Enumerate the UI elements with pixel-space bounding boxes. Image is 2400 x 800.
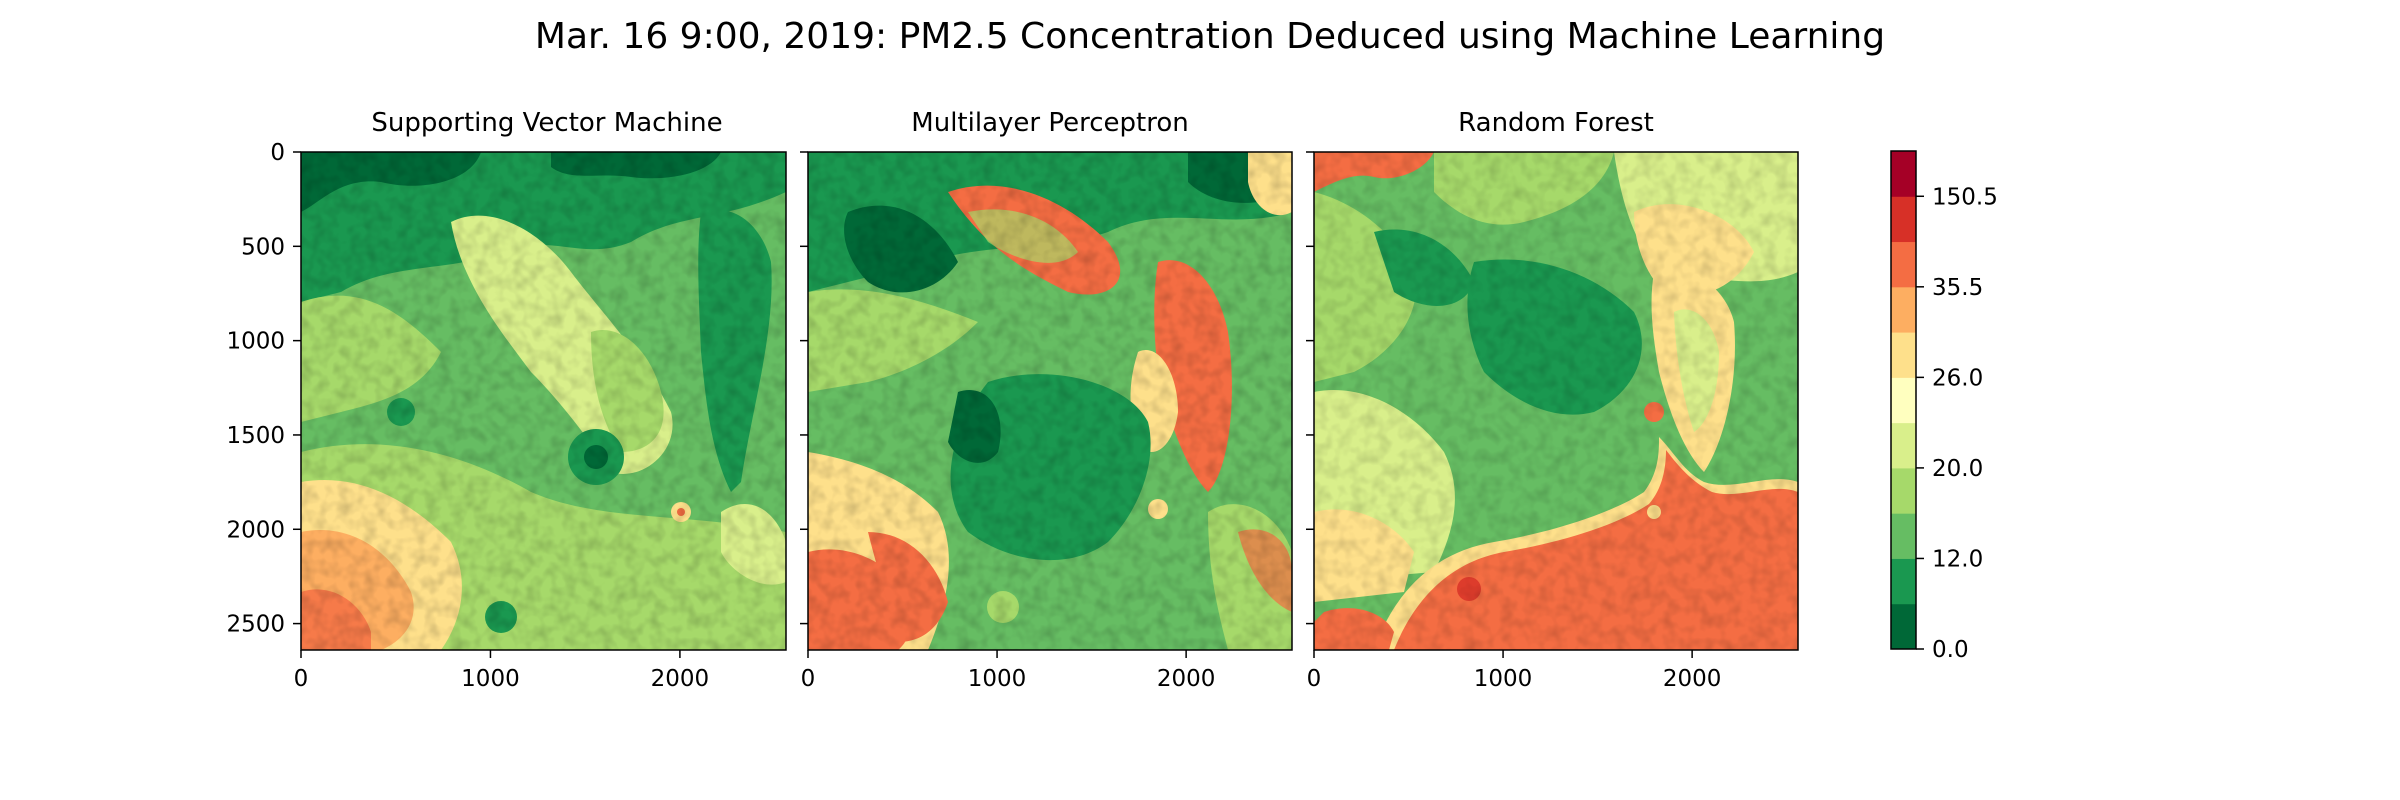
y-tick-label: 0 xyxy=(270,140,285,166)
colorbar-tick-label: 0.0 xyxy=(1932,637,1969,663)
colorbar-segment xyxy=(1891,196,1916,243)
x-tick-label: 1000 xyxy=(1474,666,1533,692)
y-tick-label: 2500 xyxy=(226,612,285,638)
colorbar-segment xyxy=(1891,513,1916,559)
axes-frame xyxy=(807,151,1293,651)
x-tick-label: 0 xyxy=(294,666,309,692)
heatmap-mlp xyxy=(808,152,1292,650)
axes-frame xyxy=(300,151,787,651)
colorbar-tick-label: 150.5 xyxy=(1932,184,1998,210)
y-tick-label: 500 xyxy=(241,234,285,260)
x-tick-label: 0 xyxy=(801,666,816,692)
y-tick-label: 1000 xyxy=(226,329,285,355)
x-tick-label: 1000 xyxy=(968,666,1027,692)
x-tick-label: 2000 xyxy=(1157,666,1216,692)
colorbar-segment xyxy=(1891,151,1916,197)
colorbar: 0.0 12.0 20.0 26.0 35.5 150.5 xyxy=(1890,150,1998,663)
axes-frame xyxy=(1313,151,1799,651)
heatmap-svm xyxy=(301,152,786,650)
x-tick-label: 2000 xyxy=(1663,666,1722,692)
figure-title: Mar. 16 9:00, 2019: PM2.5 Concentration … xyxy=(535,16,1885,57)
x-tick-label: 1000 xyxy=(461,666,520,692)
y-tick-label: 2000 xyxy=(226,517,285,543)
panel-title: Supporting Vector Machine xyxy=(371,108,722,138)
x-tick-label: 2000 xyxy=(651,666,710,692)
y-tick-label: 1500 xyxy=(226,423,285,449)
panel-rf: Random Forest xyxy=(1313,108,1799,651)
colorbar-tick-label: 26.0 xyxy=(1932,365,1983,391)
colorbar-segment xyxy=(1891,422,1916,469)
heatmap-rf xyxy=(1314,152,1798,650)
colorbar-segment xyxy=(1891,241,1916,288)
colorbar-segment xyxy=(1891,467,1916,514)
colorbar-frame xyxy=(1890,150,1917,650)
colorbar-tick-label: 20.0 xyxy=(1932,456,1983,482)
colorbar-segment xyxy=(1891,377,1916,424)
colorbar-segment xyxy=(1891,558,1916,605)
panel-svm: Supporting Vector Machine xyxy=(300,108,787,651)
colorbar-segment xyxy=(1891,332,1916,378)
colorbar-tick-label: 35.5 xyxy=(1932,275,1983,301)
panel-title: Multilayer Perceptron xyxy=(911,108,1188,138)
colorbar-tick-label: 12.0 xyxy=(1932,546,1983,572)
colorbar-segment xyxy=(1891,286,1916,333)
colorbar-segment xyxy=(1891,603,1916,650)
panel-title: Random Forest xyxy=(1458,108,1654,138)
panel-mlp: Multilayer Perceptron xyxy=(807,108,1293,651)
x-tick-label: 0 xyxy=(1307,666,1322,692)
